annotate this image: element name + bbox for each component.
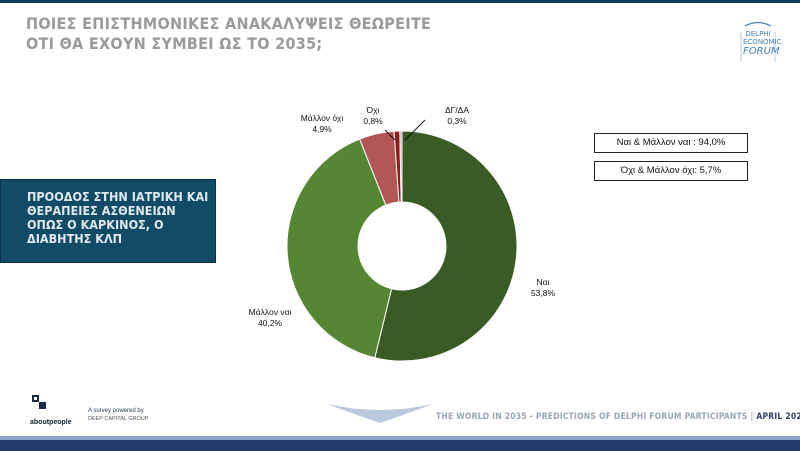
summary-positive-box: Ναι & Μάλλον ναι : 94,0% (594, 133, 748, 153)
slice-category-label-5: ΔΓ/ΔΑ (445, 105, 469, 115)
aboutpeople-name: aboutpeople (30, 419, 72, 426)
footer-tagline: THE WORLD IN 2035 - PREDICTIONS OF DELPH… (436, 412, 800, 422)
donut-slice-5 (399, 130, 403, 203)
logo-line-2: ECONOMIC (743, 38, 782, 46)
leader-line-5 (404, 119, 426, 141)
wing-emblem-icon (327, 404, 433, 423)
delphi-arc-icon (740, 21, 776, 62)
leader-line-4 (384, 129, 396, 141)
survey-credit: A survey powered by DEEP CAPITAL GROUP (88, 407, 148, 423)
slice-value-label-1: 53,8% (531, 288, 556, 298)
slice-category-label-3: Μάλλον όχι (301, 113, 344, 123)
page-title-line-1: ΠΟΙΕΣ ΕΠΙΣΤΗΜΟΝΙΚΕΣ ΑΝΑΚΑΛΥΨΕΙΣ ΘΕΩΡΕΙΤΕ (26, 14, 432, 33)
logo-line-1: DELPHI (745, 30, 771, 38)
aboutpeople-mark-icon (32, 395, 46, 409)
tagline-date: APRIL 2025 (756, 412, 800, 422)
donut-slice-1 (374, 130, 518, 362)
tagline-separator: | (750, 412, 754, 422)
slice-category-label-1: Ναι (537, 277, 550, 287)
topic-box: ΠΡΟΟΔΟΣ ΣΤΗΝ ΙΑΤΡΙΚΗ ΚΑΙ ΘΕΡΑΠΕΙΕΣ ΑΣΘΕΝ… (0, 179, 216, 263)
top-rule (0, 0, 800, 3)
credit-line-2: DEEP CAPITAL GROUP (88, 416, 149, 422)
slice-value-label-4: 0,8% (363, 116, 383, 126)
credit-line-1: A survey powered by (88, 408, 144, 414)
slice-value-label-5: 0,3% (447, 116, 467, 126)
aboutpeople-logo: aboutpeople (30, 394, 72, 426)
slice-category-label-4: Όχι (366, 105, 380, 115)
delphi-forum-logo: DELPHI ECONOMIC FORUM (727, 18, 785, 66)
slice-value-label-2: 40,2% (258, 318, 283, 328)
topic-line-4: ΔΙΑΒΗΤΗΣ ΚΛΠ (27, 231, 123, 246)
donut-slice-2 (286, 138, 393, 359)
tagline-text: THE WORLD IN 2035 - PREDICTIONS OF DELPH… (436, 412, 748, 422)
bottom-bar (0, 436, 800, 451)
page-title: ΠΟΙΕΣ ΕΠΙΣΤΗΜΟΝΙΚΕΣ ΑΝΑΚΑΛΥΨΕΙΣ ΘΕΩΡΕΙΤΕ… (26, 14, 446, 54)
slice-value-label-3: 4,9% (312, 124, 332, 134)
page-title-line-2: ΟΤΙ ΘΑ ΕΧΟΥΝ ΣΥΜΒΕΙ ΩΣ ΤΟ 2035; (26, 34, 323, 53)
slice-category-label-2: Μάλλον ναι (249, 307, 292, 317)
topic-line-3: ΟΠΩΣ Ο ΚΑΡΚΙΝΟΣ, Ο (27, 217, 164, 232)
topic-line-2: ΘΕΡΑΠΕΙΕΣ ΑΣΘΕΝΕΙΩΝ (27, 203, 176, 218)
topic-line-1: ΠΡΟΟΔΟΣ ΣΤΗΝ ΙΑΤΡΙΚΗ ΚΑΙ (27, 189, 209, 204)
logo-line-3: FORUM (743, 46, 780, 57)
summary-negative-box: Όχι & Μάλλον όχι: 5,7% (594, 161, 748, 181)
